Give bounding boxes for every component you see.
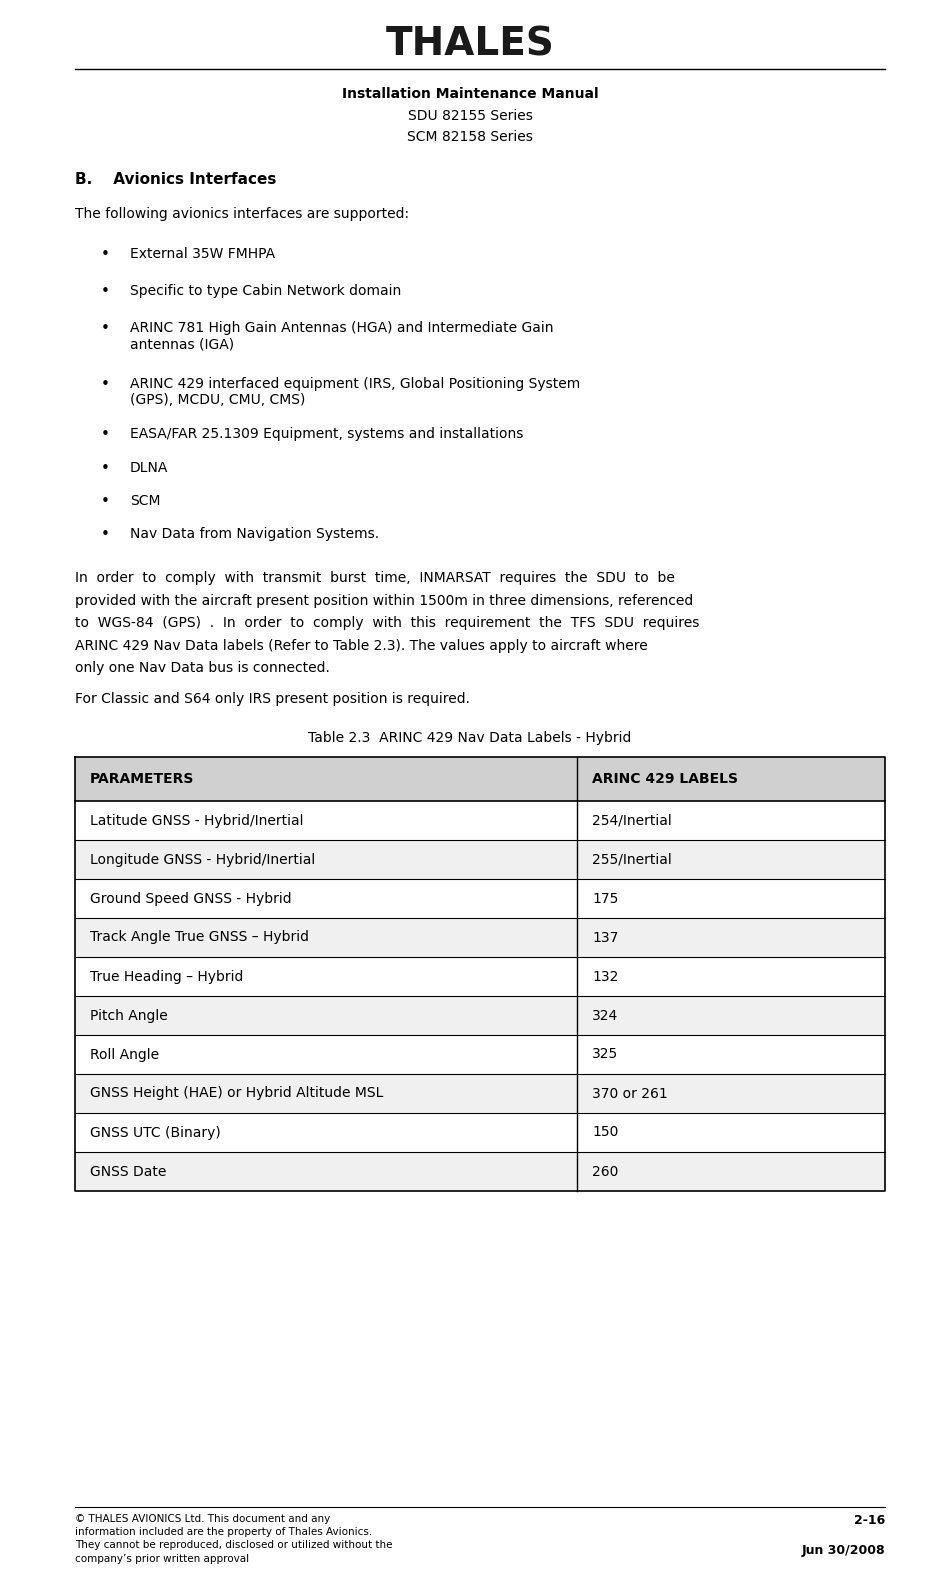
Text: SDU 82155 Series: SDU 82155 Series bbox=[408, 110, 532, 122]
Text: 325: 325 bbox=[592, 1047, 619, 1061]
Text: ARINC 429 LABELS: ARINC 429 LABELS bbox=[592, 772, 738, 787]
Text: •: • bbox=[101, 427, 109, 442]
Text: •: • bbox=[101, 284, 109, 299]
Text: For Classic and S64 only IRS present position is required.: For Classic and S64 only IRS present pos… bbox=[75, 691, 470, 706]
Text: Track Angle True GNSS – Hybrid: Track Angle True GNSS – Hybrid bbox=[90, 931, 309, 944]
Text: External 35W FMHPA: External 35W FMHPA bbox=[130, 246, 275, 261]
Text: Pitch Angle: Pitch Angle bbox=[90, 1009, 167, 1022]
Text: GNSS UTC (Binary): GNSS UTC (Binary) bbox=[90, 1125, 221, 1139]
Text: Latitude GNSS - Hybrid/Inertial: Latitude GNSS - Hybrid/Inertial bbox=[90, 814, 304, 828]
Text: SCM: SCM bbox=[130, 494, 161, 508]
Text: •: • bbox=[101, 321, 109, 335]
Bar bbox=[75, 841, 885, 879]
Text: True Heading – Hybrid: True Heading – Hybrid bbox=[90, 969, 243, 984]
Text: In  order  to  comply  with  transmit  burst  time,  INMARSAT  requires  the  SD: In order to comply with transmit burst t… bbox=[75, 570, 675, 585]
Text: Roll Angle: Roll Angle bbox=[90, 1047, 159, 1061]
Text: THALES: THALES bbox=[385, 25, 555, 64]
Bar bbox=[75, 1152, 885, 1192]
Text: 260: 260 bbox=[592, 1165, 619, 1179]
Text: Nav Data from Navigation Systems.: Nav Data from Navigation Systems. bbox=[130, 528, 379, 540]
Text: GNSS Height (HAE) or Hybrid Altitude MSL: GNSS Height (HAE) or Hybrid Altitude MSL bbox=[90, 1087, 384, 1101]
Text: Installation Maintenance Manual: Installation Maintenance Manual bbox=[341, 87, 599, 102]
Text: Jun 30/2008: Jun 30/2008 bbox=[802, 1545, 885, 1557]
Text: 150: 150 bbox=[592, 1125, 619, 1139]
Text: GNSS Date: GNSS Date bbox=[90, 1165, 166, 1179]
Text: 255/Inertial: 255/Inertial bbox=[592, 853, 672, 866]
Text: 2-16: 2-16 bbox=[854, 1514, 885, 1527]
Bar bbox=[75, 996, 885, 1034]
Text: DLNA: DLNA bbox=[130, 461, 168, 475]
Text: Ground Speed GNSS - Hybrid: Ground Speed GNSS - Hybrid bbox=[90, 891, 291, 906]
Text: Longitude GNSS - Hybrid/Inertial: Longitude GNSS - Hybrid/Inertial bbox=[90, 853, 315, 866]
Text: •: • bbox=[101, 461, 109, 477]
Text: ARINC 429 Nav Data labels (Refer to Table 2.3). The values apply to aircraft whe: ARINC 429 Nav Data labels (Refer to Tabl… bbox=[75, 639, 648, 653]
Text: ARINC 781 High Gain Antennas (HGA) and Intermediate Gain
antennas (IGA): ARINC 781 High Gain Antennas (HGA) and I… bbox=[130, 321, 554, 351]
Text: •: • bbox=[101, 528, 109, 542]
Text: © THALES AVIONICS Ltd. This document and any
information included are the proper: © THALES AVIONICS Ltd. This document and… bbox=[75, 1514, 393, 1564]
Text: ARINC 429 interfaced equipment (IRS, Global Positioning System
(GPS), MCDU, CMU,: ARINC 429 interfaced equipment (IRS, Glo… bbox=[130, 377, 580, 407]
Text: provided with the aircraft present position within 1500m in three dimensions, re: provided with the aircraft present posit… bbox=[75, 594, 694, 607]
Text: SCM 82158 Series: SCM 82158 Series bbox=[407, 130, 533, 145]
Bar bbox=[75, 1074, 885, 1112]
Bar bbox=[75, 756, 885, 801]
Text: The following avionics interfaces are supported:: The following avionics interfaces are su… bbox=[75, 207, 409, 221]
Text: •: • bbox=[101, 494, 109, 508]
Text: •: • bbox=[101, 246, 109, 262]
Text: 324: 324 bbox=[592, 1009, 619, 1022]
Bar bbox=[75, 918, 885, 957]
Text: Specific to type Cabin Network domain: Specific to type Cabin Network domain bbox=[130, 284, 401, 299]
Text: 254/Inertial: 254/Inertial bbox=[592, 814, 672, 828]
Text: 137: 137 bbox=[592, 931, 619, 944]
Text: to  WGS-84  (GPS)  .  In  order  to  comply  with  this  requirement  the  TFS  : to WGS-84 (GPS) . In order to comply wit… bbox=[75, 617, 699, 629]
Text: only one Nav Data bus is connected.: only one Nav Data bus is connected. bbox=[75, 661, 330, 675]
Text: 132: 132 bbox=[592, 969, 619, 984]
Text: •: • bbox=[101, 377, 109, 392]
Text: Table 2.3  ARINC 429 Nav Data Labels - Hybrid: Table 2.3 ARINC 429 Nav Data Labels - Hy… bbox=[308, 731, 632, 745]
Text: B.    Avionics Interfaces: B. Avionics Interfaces bbox=[75, 172, 276, 186]
Text: PARAMETERS: PARAMETERS bbox=[90, 772, 195, 787]
Text: EASA/FAR 25.1309 Equipment, systems and installations: EASA/FAR 25.1309 Equipment, systems and … bbox=[130, 427, 524, 442]
Text: 370 or 261: 370 or 261 bbox=[592, 1087, 668, 1101]
Text: 175: 175 bbox=[592, 891, 619, 906]
